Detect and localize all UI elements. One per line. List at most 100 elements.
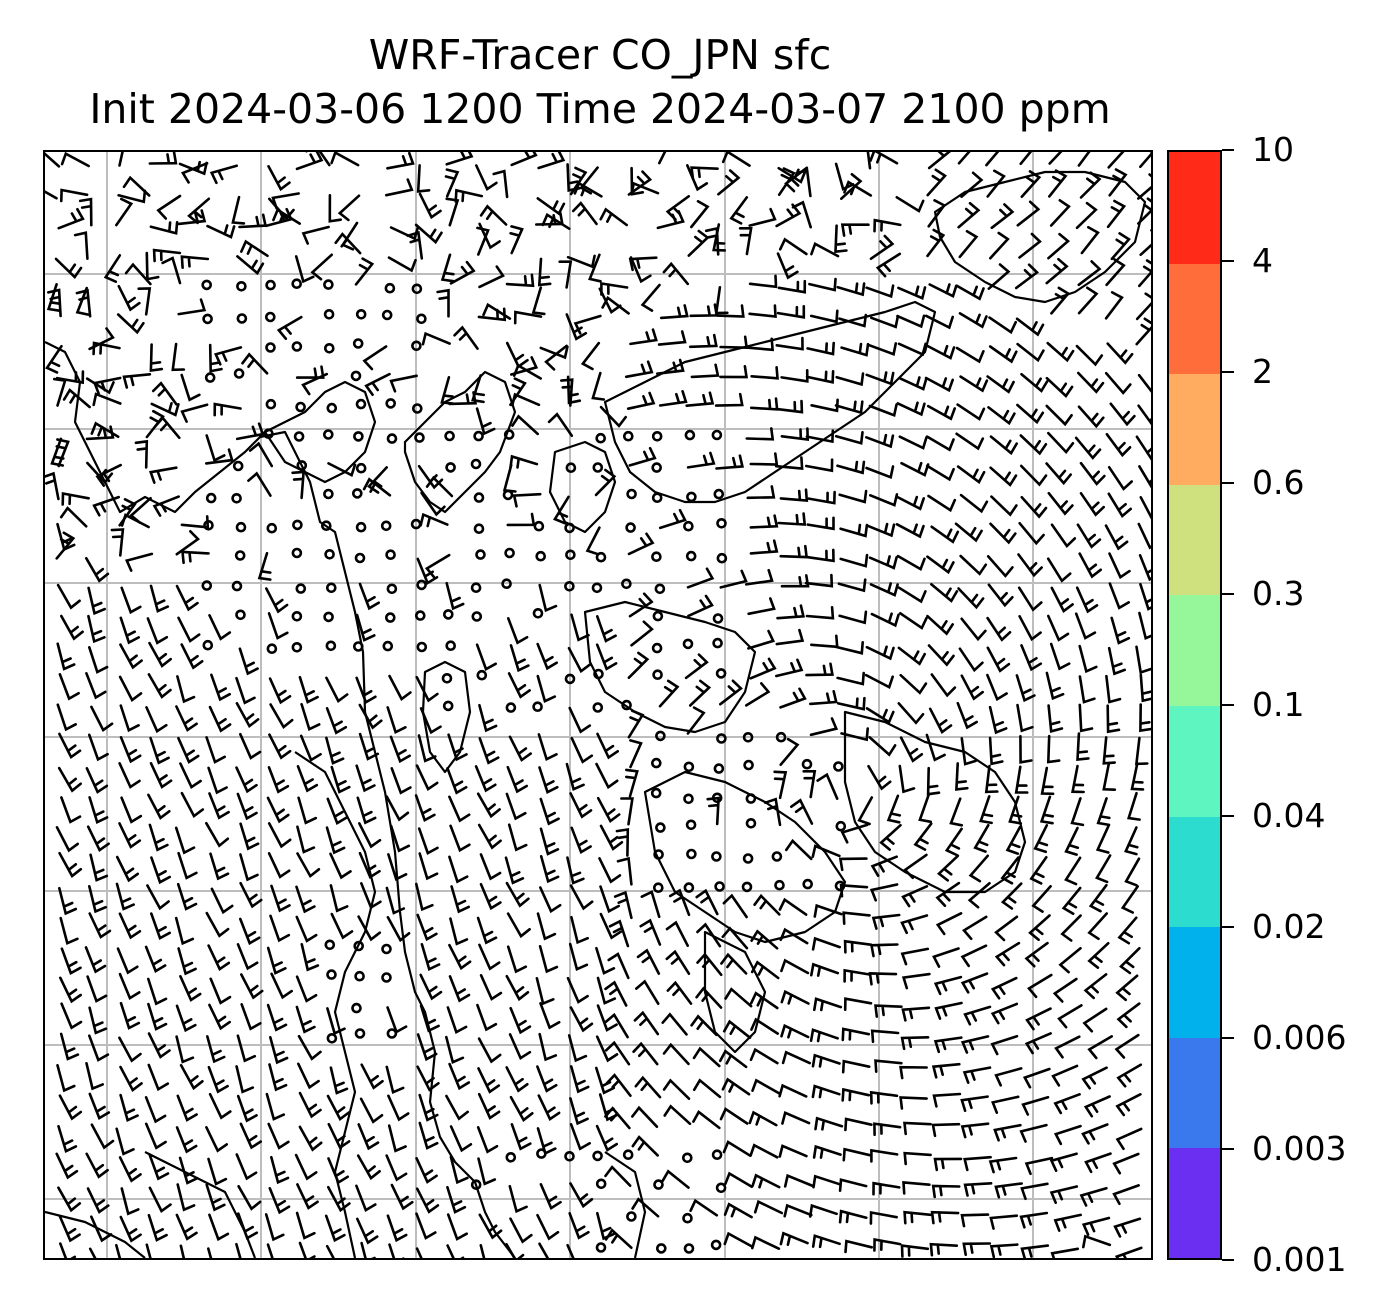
wind-barb [358, 582, 380, 611]
calm-wind-marker [295, 583, 307, 594]
wind-barb [1077, 286, 1099, 315]
wind-barb [207, 1065, 229, 1094]
wind-barb [119, 1065, 143, 1092]
wind-barb [1050, 586, 1074, 613]
calm-wind-marker [655, 1243, 667, 1254]
wind-barb [806, 341, 835, 356]
wind-barb [717, 169, 741, 196]
wind-barb [118, 762, 141, 789]
calm-wind-marker [835, 820, 847, 832]
calm-wind-marker [626, 1211, 637, 1222]
wind-barb [536, 642, 558, 671]
wind-barb [566, 1243, 575, 1258]
map-canvas [45, 152, 1151, 1258]
calm-wind-marker [471, 611, 483, 622]
wind-barb [149, 762, 173, 789]
wind-barb [960, 1122, 990, 1139]
wind-barb [870, 1148, 899, 1163]
wind-barb [509, 644, 530, 673]
calm-wind-marker [564, 673, 576, 685]
wind-barb [988, 345, 1018, 364]
wind-barb [476, 916, 498, 945]
wind-barb [1114, 1033, 1140, 1059]
wind-barb [979, 795, 994, 825]
wind-barb [268, 1187, 291, 1215]
wind-barb [268, 677, 292, 705]
wind-barb [175, 1035, 195, 1064]
calm-wind-marker [622, 430, 634, 442]
wind-barb [598, 857, 622, 884]
wind-barb [1109, 402, 1136, 427]
calm-wind-marker [681, 1152, 693, 1164]
wind-barb [750, 366, 779, 380]
wind-barb [1050, 1247, 1080, 1258]
wind-barb [235, 766, 258, 794]
wind-barb [688, 679, 712, 707]
calm-wind-marker [655, 822, 666, 833]
wind-barb [816, 772, 839, 800]
wind-barb [596, 976, 617, 1005]
wind-barb [148, 466, 178, 484]
wind-barb [505, 881, 530, 908]
coastline-china-mainland [45, 341, 516, 1258]
wind-barb [899, 1096, 928, 1110]
wind-barb [145, 251, 160, 281]
wind-barb [1074, 612, 1097, 640]
wind-barb [596, 1211, 615, 1241]
wind-barb [805, 662, 834, 677]
wind-barb [659, 304, 689, 320]
wind-barb [205, 1126, 228, 1153]
wind-barb [510, 152, 538, 167]
wind-barb [296, 1183, 319, 1210]
wind-barb [689, 1198, 719, 1217]
wind-barb [840, 823, 869, 844]
wind-barb [1076, 732, 1090, 761]
wind-barb [1107, 466, 1133, 491]
wind-barb [1077, 405, 1105, 429]
wind-barb [57, 766, 82, 793]
wind-barb [665, 920, 689, 947]
wind-barb [1017, 586, 1043, 612]
wind-barb [325, 1244, 335, 1258]
calm-wind-marker [204, 372, 216, 383]
wind-barb [179, 1064, 204, 1091]
wind-barb [1053, 1124, 1082, 1146]
calm-wind-marker [652, 610, 664, 622]
wind-barb [445, 1094, 469, 1121]
wind-barb [357, 915, 382, 942]
wind-barb [152, 495, 180, 517]
wind-barb [180, 403, 209, 423]
calm-wind-marker [535, 550, 547, 562]
calm-wind-marker [713, 763, 725, 774]
wind-barb [1081, 1066, 1108, 1090]
wind-barb [511, 414, 539, 436]
wind-barb [866, 152, 872, 170]
wind-barb [986, 169, 1006, 198]
wind-barb [963, 1182, 993, 1197]
wind-barb [987, 583, 1014, 608]
wind-barb [1053, 1213, 1082, 1232]
wind-barb [686, 451, 716, 469]
wind-barb [445, 197, 460, 227]
wind-barb [406, 230, 424, 260]
calm-wind-marker [684, 429, 696, 441]
wind-barb [778, 1144, 808, 1158]
wind-barb [1116, 1063, 1143, 1088]
wind-barb [1106, 199, 1127, 229]
wind-barb [124, 552, 154, 572]
wind-barb [415, 1247, 423, 1258]
wind-barb [960, 737, 977, 766]
wind-barb [1045, 257, 1069, 285]
coastline-new-guinea [843, 710, 1027, 894]
wind-barb [704, 226, 720, 256]
wind-barb [869, 234, 895, 260]
wind-barb [925, 464, 955, 482]
wind-barb [326, 797, 348, 825]
wind-barb [56, 703, 77, 732]
wind-barb [1078, 703, 1094, 733]
colorbar-tick [1222, 482, 1234, 484]
colorbar-segment [1169, 1036, 1220, 1149]
wind-barb [1047, 704, 1064, 733]
calm-wind-marker [595, 1178, 607, 1190]
calm-wind-marker [381, 309, 393, 321]
